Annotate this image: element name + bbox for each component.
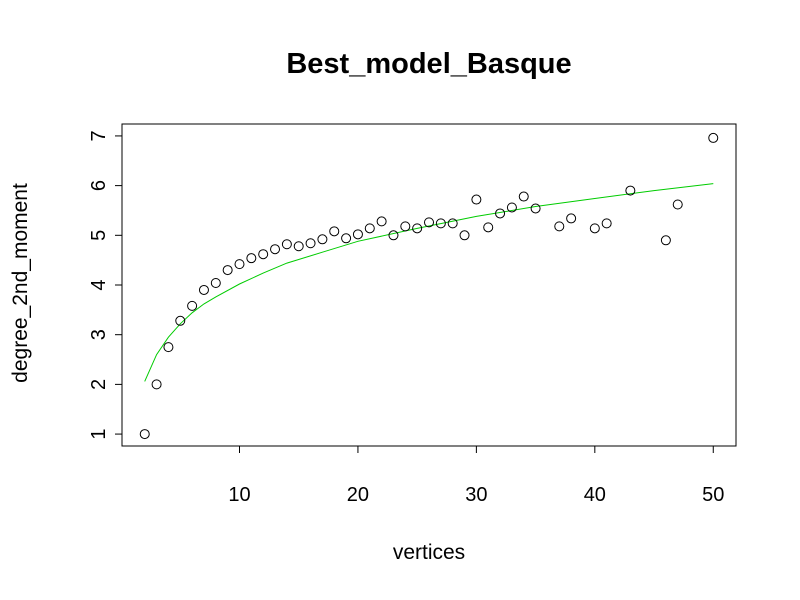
data-point xyxy=(210,278,221,289)
y-tick-label: 3 xyxy=(88,329,110,340)
y-axis: 1 2 3 4 5 6 7 xyxy=(88,130,123,440)
points-layer xyxy=(139,132,719,440)
data-point xyxy=(672,199,683,210)
data-point xyxy=(281,239,292,250)
data-point xyxy=(660,235,671,246)
data-point xyxy=(341,233,352,244)
y-tick-label: 2 xyxy=(88,379,110,390)
data-point xyxy=(270,244,281,255)
data-point xyxy=(566,213,577,224)
y-tick-label: 5 xyxy=(88,230,110,241)
data-point xyxy=(471,194,482,205)
data-point xyxy=(447,218,458,229)
x-tick-label: 30 xyxy=(465,484,487,506)
data-point xyxy=(293,241,304,252)
y-tick-label: 7 xyxy=(88,130,110,141)
data-point xyxy=(258,249,269,260)
data-point xyxy=(506,202,517,213)
x-axis: 10 20 30 40 50 xyxy=(228,445,724,506)
data-point xyxy=(187,300,198,311)
data-point xyxy=(518,191,529,202)
data-point xyxy=(151,379,162,390)
data-point xyxy=(589,223,600,234)
data-point xyxy=(329,226,340,237)
data-point xyxy=(163,342,174,353)
data-point xyxy=(400,221,411,232)
data-point xyxy=(139,429,150,440)
data-point xyxy=(708,132,719,143)
data-point xyxy=(483,222,494,233)
chart-title: Best_model_Basque xyxy=(286,48,571,80)
data-point xyxy=(601,218,612,229)
x-tick-label: 50 xyxy=(702,484,724,506)
data-point xyxy=(222,265,233,276)
data-point xyxy=(625,185,636,196)
data-point xyxy=(198,284,209,295)
data-point xyxy=(435,218,446,229)
data-point xyxy=(376,216,387,227)
fit-line xyxy=(144,183,714,382)
data-point xyxy=(175,315,186,326)
x-tick-label: 10 xyxy=(228,484,250,506)
data-point xyxy=(495,208,506,219)
y-tick-label: 1 xyxy=(88,429,110,440)
data-point xyxy=(352,229,363,240)
x-tick-label: 20 xyxy=(347,484,369,506)
data-point xyxy=(234,259,245,270)
x-tick-label: 40 xyxy=(584,484,606,506)
data-point xyxy=(554,221,565,232)
data-point xyxy=(424,217,434,228)
plot-frame xyxy=(121,123,737,447)
data-point xyxy=(305,238,316,249)
y-tick-label: 6 xyxy=(88,180,110,191)
data-point xyxy=(412,223,423,234)
y-tick-label: 4 xyxy=(88,279,110,290)
data-point xyxy=(364,223,375,234)
y-axis-label: degree_2nd_moment xyxy=(9,183,32,383)
data-point xyxy=(246,253,257,264)
data-point xyxy=(317,234,328,245)
data-point xyxy=(388,230,399,241)
fit-line-layer xyxy=(144,183,714,382)
data-point xyxy=(530,203,541,214)
data-point xyxy=(459,230,470,241)
x-axis-label: vertices xyxy=(393,541,465,564)
